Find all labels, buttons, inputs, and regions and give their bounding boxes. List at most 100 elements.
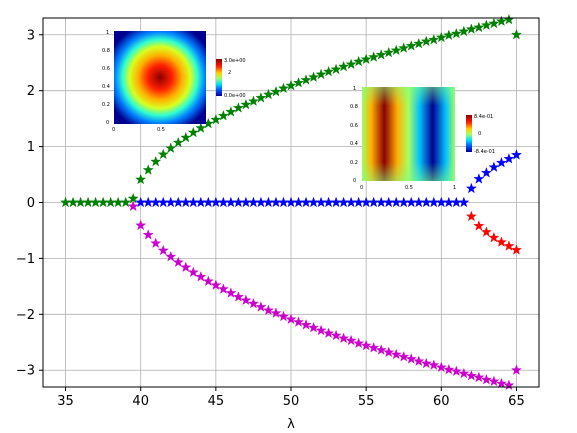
y-tick-label: 1 [27, 140, 35, 155]
x-tick-label: 55 [358, 394, 375, 409]
data-point-star [330, 63, 342, 75]
data-point-star [420, 35, 432, 47]
data-point-star [262, 88, 274, 100]
data-point-star [180, 131, 192, 143]
data-point-star [308, 321, 320, 333]
y-tick-label: −1 [16, 252, 35, 267]
x-tick-label: 45 [208, 394, 225, 409]
data-point-star [323, 327, 335, 339]
inset-1-xtick: 0.5 [157, 127, 165, 133]
data-point-star [187, 126, 199, 138]
data-point-star [353, 55, 365, 67]
data-point-star [510, 364, 522, 375]
data-markers [60, 13, 522, 391]
data-point-star [510, 28, 522, 40]
data-point-star [315, 68, 327, 80]
data-point-star [398, 42, 410, 53]
inset-1-colorbar [216, 59, 222, 96]
data-point-star [450, 365, 462, 377]
data-point-star [165, 250, 177, 262]
inset-1-colorbar-label: 3.0e+00 [224, 58, 246, 64]
data-point-star [495, 377, 507, 389]
data-point-star [428, 359, 440, 370]
data-point-star [232, 291, 244, 302]
data-point-star [270, 307, 282, 318]
data-point-star [480, 373, 492, 385]
data-point-star [255, 92, 267, 103]
inset-2-ytick: 0.8 [350, 104, 358, 110]
data-point-star [420, 357, 432, 369]
data-point-star [135, 219, 147, 231]
data-point-star [300, 319, 312, 330]
x-tick-label: 50 [283, 394, 300, 409]
x-tick-label: 35 [57, 394, 74, 409]
data-point-star [495, 15, 507, 27]
data-point-star [353, 337, 365, 349]
inset-mode-1: 1 0.8 0.6 0.4 0.2 0 0 0.5 3.0e+00 2 0.0e… [102, 30, 246, 133]
inset-1-ytick: 0.4 [102, 84, 110, 90]
data-point-star [368, 51, 380, 62]
data-point-star [488, 231, 500, 243]
data-point-star [345, 334, 357, 346]
data-point-star [120, 196, 132, 208]
inset-2-ytick: 0.4 [350, 141, 358, 147]
inset-2-xtick: 0 [360, 185, 363, 191]
data-point-star [285, 79, 297, 91]
inset-2-xtick: 0.5 [405, 185, 413, 191]
data-point-star [503, 153, 515, 164]
data-point-star [360, 339, 372, 351]
data-point-star [465, 182, 477, 194]
data-point-star [375, 344, 387, 355]
data-point-star [443, 363, 455, 375]
data-point-star [225, 287, 237, 298]
data-point-star [277, 82, 290, 94]
data-point-star [240, 98, 252, 110]
data-point-star [195, 122, 207, 133]
y-tick-label: 3 [27, 28, 35, 43]
data-point-star [285, 313, 297, 325]
inset-1-colorbar-label: 0.0e+00 [224, 93, 246, 99]
data-point-star [375, 49, 387, 60]
data-point-star [225, 106, 237, 117]
axis-ticks: 35 40 45 50 55 60 65 −3 −2 −1 0 1 2 3 [16, 28, 525, 409]
data-point-star [165, 142, 177, 153]
inset-1-ytick: 0.6 [102, 66, 110, 72]
data-point-star [255, 301, 267, 312]
inset-1-colorbar-label: 2 [228, 70, 231, 76]
data-point-star [330, 329, 342, 341]
data-point-star [202, 275, 214, 287]
data-point-star [435, 31, 447, 43]
data-point-star [405, 40, 417, 51]
data-point-star [315, 324, 327, 336]
y-tick-label: −3 [16, 364, 35, 379]
data-point-star [232, 102, 244, 113]
inset-2-ytick: 0.6 [350, 123, 358, 129]
data-point-star [510, 149, 522, 160]
data-point-star [473, 220, 485, 231]
data-point-star [262, 304, 274, 316]
data-point-star [383, 346, 395, 358]
inset-2-colorbar-label: 0 [478, 131, 481, 137]
inset-2-colorbar-label: 8.4e-01 [474, 114, 493, 120]
data-point-star [488, 17, 500, 29]
data-point-star [443, 29, 455, 41]
inset-2-xtick: 1 [453, 185, 456, 191]
data-point-star [270, 85, 282, 97]
data-point-star [323, 65, 335, 77]
inset-2-ytick: 0.2 [350, 160, 358, 166]
data-point-star [300, 74, 312, 85]
data-point-star [360, 53, 372, 65]
inset-2-ytick: 0 [353, 178, 356, 184]
inset-1-xtick: 0 [112, 127, 115, 133]
data-point-star [240, 294, 252, 306]
data-point-star [195, 271, 207, 282]
x-axis-label: λ [287, 417, 295, 432]
data-point-star [405, 353, 417, 364]
y-tick-label: 2 [27, 84, 35, 99]
data-point-star [135, 173, 147, 185]
data-point-star [292, 77, 305, 88]
inset-2-colorbar [466, 115, 472, 152]
data-point-star [465, 370, 477, 381]
data-point-star [345, 58, 357, 70]
